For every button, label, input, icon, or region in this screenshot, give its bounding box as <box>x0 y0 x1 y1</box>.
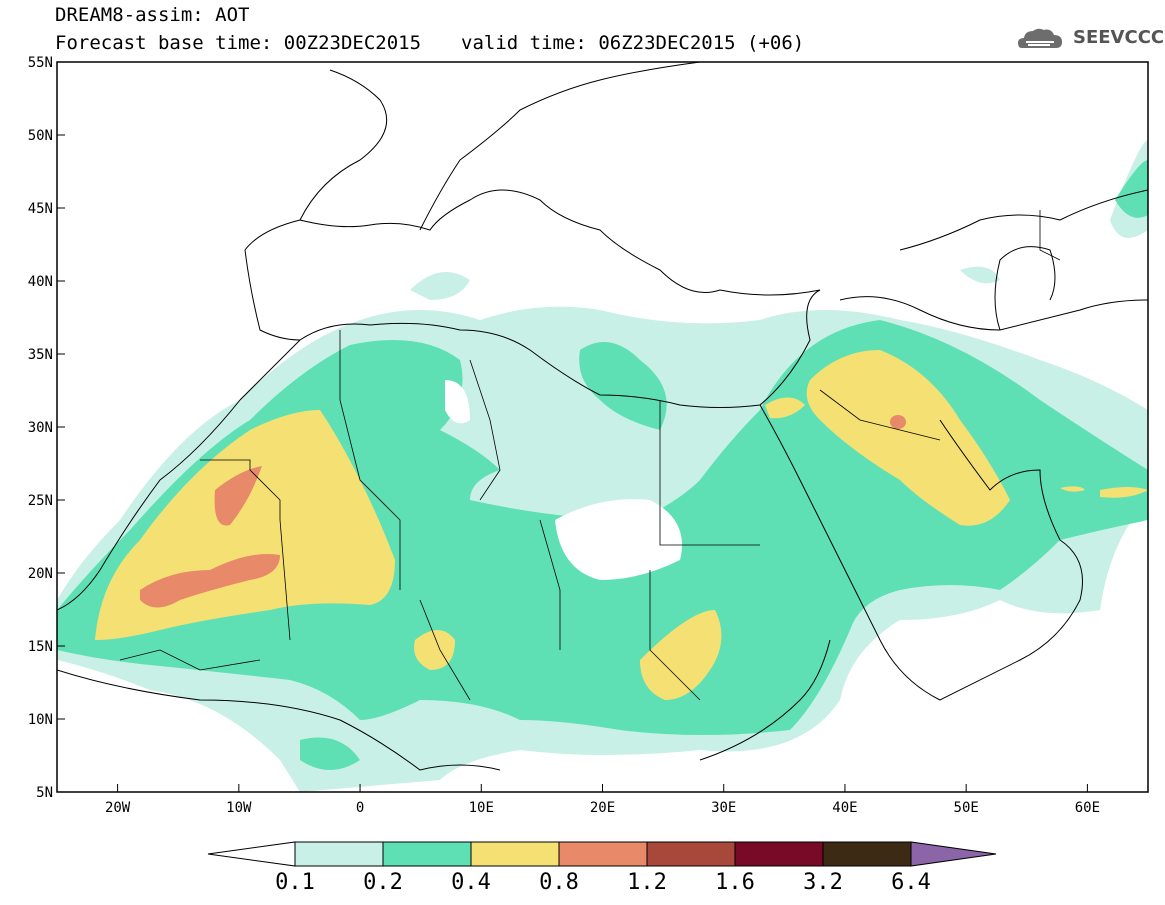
colorbar-segment <box>822 841 912 867</box>
aot-band-0.8 <box>140 415 906 608</box>
lat-tick-label: 30N <box>28 420 53 436</box>
lat-tick-label: 20N <box>28 566 53 582</box>
lat-tick-label: 25N <box>28 493 53 509</box>
colorbar-label: 0.8 <box>539 870 579 895</box>
longitude-ticks: 20W 10W 0 10E 20E 30E 40E 50E 60E <box>105 784 1100 816</box>
lat-tick-label: 10N <box>28 712 53 728</box>
lat-tick-label: 55N <box>28 55 53 71</box>
seevccc-logo: SEEVCCC <box>1073 27 1165 48</box>
colorbar-label: 6.4 <box>891 870 931 895</box>
coastlines <box>57 62 1148 771</box>
base-time: Forecast base time: 00Z23DEC2015 <box>55 32 422 54</box>
lat-tick-label: 15N <box>28 639 53 655</box>
colorbar-label: 3.2 <box>803 870 843 895</box>
colorbar <box>207 841 997 867</box>
lon-tick-label: 60E <box>1075 800 1100 816</box>
lon-tick-label: 50E <box>954 800 979 816</box>
lon-tick-label: 20W <box>105 800 131 816</box>
latitude-ticks: 5N 10N 15N 20N 25N 30N 35N 40N 45N 50N 55N <box>28 55 65 801</box>
colorbar-label: 1.2 <box>627 870 667 895</box>
lon-tick-label: 10W <box>226 800 252 816</box>
colorbar-segment <box>558 841 648 867</box>
valid-time: valid time: 06Z23DEC2015 (+06) <box>461 32 805 54</box>
colorbar-segment <box>470 841 560 867</box>
lon-tick-label: 10E <box>469 800 494 816</box>
colorbar-segment <box>734 841 824 867</box>
colorbar-label: 1.6 <box>715 870 755 895</box>
lat-tick-label: 45N <box>28 201 53 217</box>
forecast-times: Forecast base time: 00Z23DEC2015 valid ti… <box>55 33 804 53</box>
colorbar-label: 0.4 <box>451 870 491 895</box>
lon-tick-label: 20E <box>590 800 615 816</box>
lon-tick-label: 30E <box>711 800 736 816</box>
colorbar-segment <box>294 841 384 867</box>
colorbar-high-arrow <box>910 841 997 867</box>
colorbar-segment <box>646 841 736 867</box>
colorbar-label: 0.2 <box>363 870 403 895</box>
lat-tick-label: 35N <box>28 347 53 363</box>
colorbar-segment <box>382 841 472 867</box>
map-title: DREAM8-assim: AOT <box>55 4 250 26</box>
lon-tick-label: 0 <box>356 800 364 816</box>
cloud-icon <box>1018 28 1062 48</box>
lat-tick-label: 50N <box>28 128 53 144</box>
lat-tick-label: 5N <box>36 785 53 801</box>
lat-tick-label: 40N <box>28 274 53 290</box>
lon-tick-label: 40E <box>832 800 857 816</box>
country-borders <box>119 210 1061 701</box>
colorbar-low-arrow <box>207 841 296 867</box>
colorbar-label: 0.1 <box>275 870 315 895</box>
